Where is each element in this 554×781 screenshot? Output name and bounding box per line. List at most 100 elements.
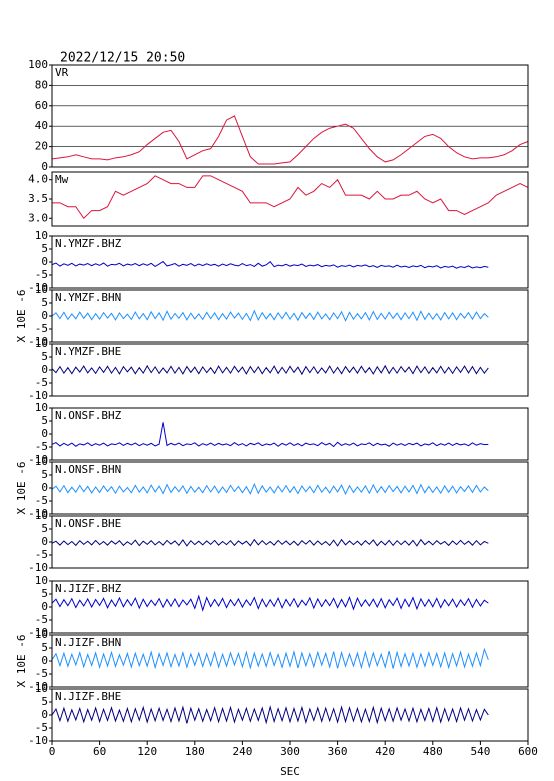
y-tick-label: 10: [35, 682, 48, 695]
y-tick-label: 10: [35, 509, 48, 522]
y-tick-label: -10: [28, 680, 48, 693]
y-tick-label: 10: [35, 283, 48, 296]
y-tick-label: 5: [41, 641, 48, 654]
y-tick-label: 0: [41, 708, 48, 721]
panel-frame: [51, 343, 529, 397]
trace: [51, 422, 489, 448]
y-tick-label: 4.0: [28, 173, 48, 186]
y-tick-label: -5: [35, 376, 48, 389]
y-tick-label: 60: [35, 99, 48, 112]
y-axis-label: X 10E -6: [15, 635, 28, 688]
y-tick-label: 0: [41, 535, 48, 548]
y-tick-label: -10: [28, 507, 48, 520]
y-tick-label: -10: [28, 281, 48, 294]
y-tick-label: 40: [35, 119, 48, 132]
series-label: N.JIZF.BHE: [55, 690, 121, 703]
y-tick-label: 0: [41, 255, 48, 268]
y-axis-label: X 10E -6: [15, 290, 28, 343]
chart-title: 2022/12/15 20:50: [60, 51, 185, 66]
y-tick-label: 0: [41, 160, 48, 173]
x-tick-label: 120: [137, 745, 157, 758]
y-tick-label: 10: [35, 337, 48, 350]
y-tick-label: -5: [35, 494, 48, 507]
y-tick-label: -5: [35, 440, 48, 453]
series-label: VR: [55, 66, 69, 79]
y-tick-label: 10: [35, 574, 48, 587]
y-tick-label: -5: [35, 613, 48, 626]
panel-frame: [51, 515, 529, 569]
panel-frame: [51, 407, 529, 461]
y-tick-label: 80: [35, 78, 48, 91]
x-tick-label: 360: [328, 745, 348, 758]
panel-frame: [51, 64, 529, 168]
y-tick-label: 10: [35, 401, 48, 414]
x-tick-label: 480: [423, 745, 443, 758]
x-tick-label: 0: [49, 745, 56, 758]
trace: [51, 647, 489, 670]
y-tick-label: -10: [28, 626, 48, 639]
x-tick-label: 300: [280, 745, 300, 758]
y-axis-label: X 10E -6: [15, 462, 28, 515]
x-tick-label: 600: [518, 745, 538, 758]
y-tick-label: 20: [35, 140, 48, 153]
x-tick-label: 540: [470, 745, 490, 758]
y-tick-label: 0: [41, 427, 48, 440]
panel-frame: [51, 461, 529, 515]
y-tick-label: 10: [35, 628, 48, 641]
series-label: N.YMZF.BHZ: [55, 237, 122, 250]
y-tick-label: -5: [35, 667, 48, 680]
y-tick-label: 5: [41, 350, 48, 363]
x-tick-label: 240: [232, 745, 252, 758]
y-tick-label: -5: [35, 268, 48, 281]
y-tick-label: -10: [28, 453, 48, 466]
series-label: N.YMZF.BHE: [55, 345, 121, 358]
series-label: Mw: [55, 173, 69, 186]
y-tick-label: -10: [28, 561, 48, 574]
y-tick-label: -5: [35, 721, 48, 734]
panel-frame: [51, 289, 529, 343]
trace: [52, 175, 529, 220]
trace: [51, 260, 489, 269]
y-tick-label: 10: [35, 229, 48, 242]
panel-frame: [51, 171, 529, 227]
series-label: N.JIZF.BHZ: [55, 582, 122, 595]
trace: [51, 364, 489, 376]
y-tick-label: 0: [41, 481, 48, 494]
y-tick-label: 5: [41, 468, 48, 481]
series-label: N.ONSF.BHE: [55, 517, 121, 530]
y-tick-label: 5: [41, 296, 48, 309]
y-tick-label: 5: [41, 522, 48, 535]
trace: [51, 309, 489, 322]
trace: [51, 115, 529, 165]
y-tick-label: -10: [28, 335, 48, 348]
y-tick-label: 0: [41, 363, 48, 376]
y-tick-label: -10: [28, 734, 48, 747]
series-label: N.ONSF.BHZ: [55, 409, 122, 422]
y-tick-label: 5: [41, 587, 48, 600]
y-tick-label: -5: [35, 322, 48, 335]
series-label: N.JIZF.BHN: [55, 636, 121, 649]
y-tick-label: 0: [41, 309, 48, 322]
panel-frame: [51, 580, 529, 634]
y-tick-label: 3.5: [28, 192, 48, 205]
trace: [51, 538, 489, 547]
y-tick-label: 5: [41, 242, 48, 255]
y-tick-label: 100: [28, 58, 48, 71]
y-tick-label: 3.0: [28, 211, 48, 224]
trace: [51, 704, 489, 725]
x-axis-label: SEC: [280, 765, 300, 778]
panel-frame: [51, 235, 529, 289]
x-tick-label: 60: [93, 745, 106, 758]
y-tick-label: -10: [28, 389, 48, 402]
panel-frame: [51, 634, 529, 688]
series-label: N.YMZF.BHN: [55, 291, 121, 304]
y-tick-label: 5: [41, 695, 48, 708]
x-tick-label: 420: [375, 745, 395, 758]
trace: [51, 594, 489, 612]
y-tick-label: -5: [35, 548, 48, 561]
series-label: N.ONSF.BHN: [55, 463, 121, 476]
y-tick-label: 5: [41, 414, 48, 427]
trace: [51, 482, 489, 496]
